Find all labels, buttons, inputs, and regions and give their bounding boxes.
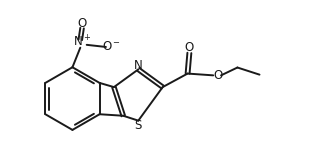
Text: N: N: [134, 59, 143, 72]
Text: S: S: [135, 119, 142, 132]
Text: N$^+$: N$^+$: [73, 34, 91, 50]
Text: O$^-$: O$^-$: [102, 40, 121, 53]
Text: O: O: [78, 17, 87, 30]
Text: O: O: [185, 41, 194, 55]
Text: O: O: [214, 69, 223, 82]
